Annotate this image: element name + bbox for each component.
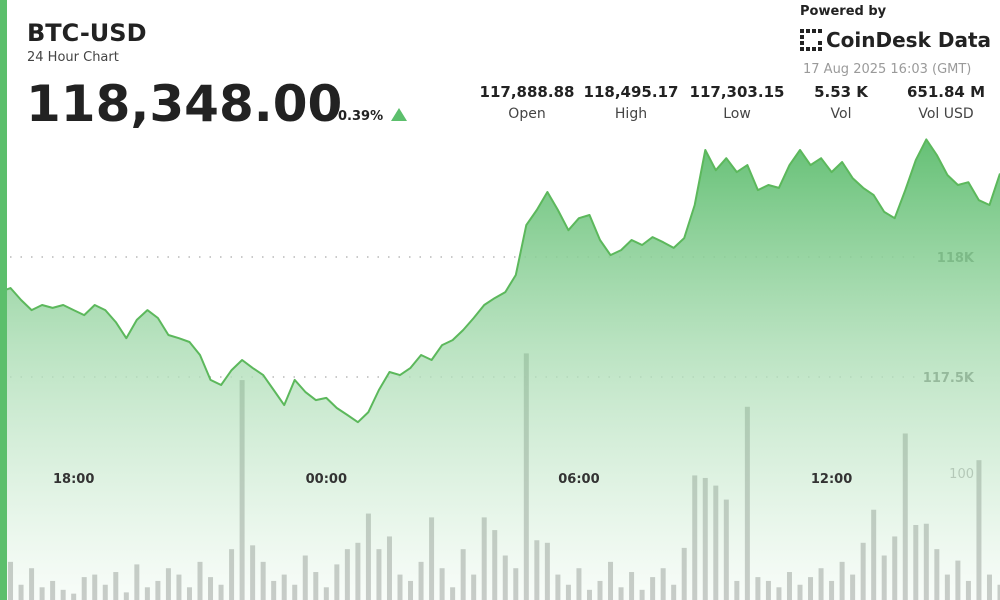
change: 0.39% (338, 109, 383, 124)
price: 118,348.00 (26, 75, 342, 133)
stat-label: Vol (831, 106, 852, 122)
up-arrow (391, 108, 407, 121)
stat-label: Open (508, 106, 545, 122)
brand-logo (800, 29, 822, 51)
stats: 117,888.88 Open 118,495.17 High 117,303.15 Lo… (480, 83, 985, 122)
stat-value: 117,888.88 (480, 83, 575, 101)
price-line (0, 138, 1000, 424)
stat-value: 118,495.17 (584, 83, 679, 101)
symbol: BTC-USD (27, 19, 146, 47)
stat-label: Vol USD (918, 106, 973, 122)
area (0, 139, 1000, 600)
x-tick-label: 00:00 (306, 472, 347, 487)
subtitle: 24 Hour Chart (27, 50, 119, 65)
stat-label: Low (723, 106, 751, 122)
brand-name: CoinDesk Data (826, 28, 991, 52)
stat-value: 651.84 M (907, 83, 985, 101)
x-tick-label: 18:00 (53, 472, 94, 487)
stat-value: 117,303.15 (690, 83, 785, 101)
powered-by: Powered by (800, 4, 887, 19)
accent-stripe (0, 0, 7, 600)
stat-label: High (615, 106, 647, 122)
x-tick-label: 06:00 (558, 472, 599, 487)
x-tick-label: 12:00 (811, 472, 852, 487)
timestamp: 17 Aug 2025 16:03 (GMT) (803, 62, 971, 77)
stat-value: 5.53 K (814, 83, 869, 101)
